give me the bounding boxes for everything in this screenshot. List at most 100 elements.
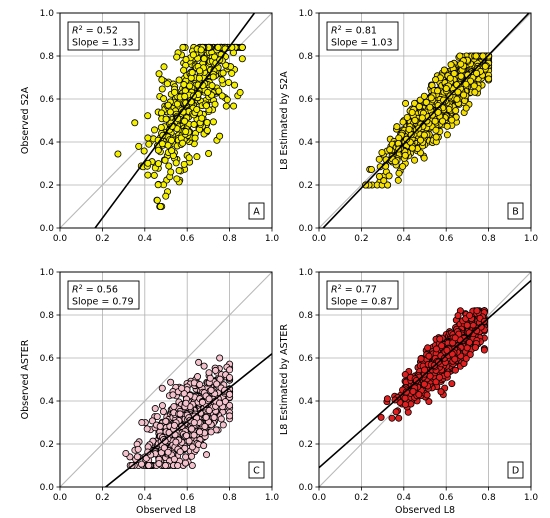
data-point [402, 99, 410, 107]
data-point [443, 122, 451, 130]
data-point [213, 380, 221, 388]
data-point [421, 366, 429, 374]
data-point [198, 398, 206, 406]
data-point [471, 343, 479, 351]
data-point [427, 94, 435, 102]
x-axis-label: Observed L8 [136, 505, 196, 516]
panel-d: 0.0 0.2 0.4 0.6 0.8 1.0 0.0 0.2 0.4 0.6 0.8 1.0 L8 E… [279, 268, 538, 516]
data-point [411, 116, 419, 124]
data-point [226, 390, 234, 398]
x-tick-label: 0.2 [95, 493, 109, 503]
stats-box [326, 21, 399, 51]
data-point [144, 159, 152, 167]
data-point [399, 118, 407, 126]
data-point [200, 362, 208, 370]
data-point [196, 381, 204, 389]
y-tick-label: 1.0 [40, 268, 55, 278]
data-point [415, 391, 423, 399]
data-point [219, 69, 227, 77]
data-point [208, 82, 216, 90]
data-point [473, 69, 481, 77]
panel-a: 0.0 0.2 0.4 0.6 0.8 1.0 0.0 0.2 0.4 0.6 0.8 1.0 Obse… [20, 9, 279, 244]
data-point [173, 100, 181, 108]
data-point [216, 375, 224, 383]
y-tick-label: 1.0 [299, 9, 314, 19]
data-point [463, 344, 471, 352]
data-point [375, 172, 383, 180]
data-point [172, 438, 180, 446]
data-point [173, 175, 181, 183]
y-tick-label: 0.8 [299, 311, 314, 321]
data-point [217, 415, 225, 423]
data-point [162, 192, 170, 200]
data-point [219, 421, 227, 429]
y-tick-label: 0.4 [299, 138, 314, 148]
x-tick-label: 0.6 [439, 493, 454, 503]
data-point [440, 66, 448, 74]
data-point [401, 401, 409, 409]
data-point [180, 66, 188, 74]
data-point [472, 52, 480, 60]
data-point [438, 342, 446, 350]
data-point [423, 391, 431, 399]
data-point [226, 412, 234, 420]
data-point [200, 55, 208, 63]
data-point [167, 168, 175, 176]
data-point [231, 81, 239, 89]
data-point [154, 181, 162, 189]
data-point [181, 92, 189, 100]
data-point [156, 202, 164, 210]
x-tick-label: 0.0 [312, 234, 327, 244]
x-tick-label: 1.0 [524, 234, 539, 244]
data-point [417, 355, 425, 363]
data-point [179, 139, 187, 147]
data-point [378, 149, 386, 157]
y-tick-label: 0.2 [299, 440, 313, 450]
data-point [186, 82, 194, 90]
data-point [456, 52, 464, 60]
data-point [198, 114, 206, 122]
data-point [464, 71, 472, 79]
data-point [203, 126, 211, 134]
data-point [236, 88, 244, 96]
data-point [161, 156, 169, 164]
data-point [431, 117, 439, 125]
data-point [225, 78, 233, 86]
data-point [189, 51, 197, 59]
panel-letter-box [507, 202, 524, 220]
data-point [182, 55, 190, 63]
data-point [166, 108, 174, 116]
data-point [212, 366, 220, 374]
data-point [424, 344, 432, 352]
panels-group: 0.0 0.2 0.4 0.6 0.8 1.0 0.0 0.2 0.4 0.6 0.8 1.0 Obse… [20, 9, 539, 516]
data-point [168, 136, 176, 144]
data-point [226, 401, 234, 409]
y-tick-label: 0.6 [40, 95, 55, 105]
data-point [181, 459, 189, 467]
x-tick-label: 1.0 [524, 493, 539, 503]
y-tick-label: 0.0 [40, 224, 55, 234]
data-point [403, 113, 411, 121]
data-point [153, 413, 161, 421]
data-point [176, 410, 184, 418]
data-point [205, 395, 213, 403]
data-point [138, 460, 146, 468]
panel-c: 0.0 0.2 0.4 0.6 0.8 1.0 0.0 0.2 0.4 0.6 0.8 1.0 Obse… [20, 268, 279, 516]
data-point [393, 123, 401, 131]
y-tick-label: 0.4 [40, 397, 55, 407]
data-point [383, 395, 391, 403]
data-point [155, 70, 163, 78]
data-point [168, 147, 176, 155]
data-point [408, 108, 416, 116]
data-point [446, 74, 454, 82]
data-point [471, 88, 479, 96]
y-tick-label: 0.0 [299, 483, 314, 493]
data-point [167, 378, 175, 386]
data-point [226, 373, 234, 381]
data-point [434, 108, 442, 116]
y-axis-label: Observed ASTER [20, 339, 31, 419]
data-point [420, 380, 428, 388]
data-point [148, 417, 156, 425]
data-point [425, 398, 433, 406]
y-tick-label: 0.6 [299, 95, 314, 105]
